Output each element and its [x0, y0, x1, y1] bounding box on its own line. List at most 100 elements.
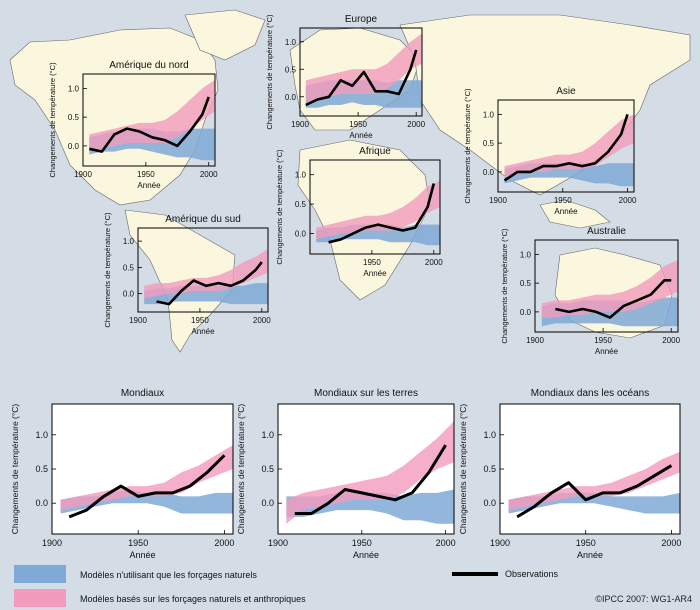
y-tick-label: 1.0: [68, 84, 80, 93]
y-tick-label: 0.5: [295, 200, 307, 209]
y-tick-label: 0.0: [295, 229, 307, 238]
x-tick-label: 2000: [407, 120, 425, 129]
panel-title: Afrique: [359, 146, 391, 157]
x-tick-label: 1950: [594, 336, 612, 345]
copyright-credit: ©IPCC 2007: WG1-AR4: [595, 594, 692, 604]
y-axis-label: Changements de température (°C): [500, 228, 509, 344]
y-tick-label: 1.0: [520, 250, 532, 259]
panel-asie: 0.0 0.5 1.0 1900 1950 2000 Asie Année Changement…: [463, 86, 637, 216]
panel-title: Amérique du nord: [109, 60, 189, 71]
land-indonesia: [539, 199, 611, 229]
anthro-band: [316, 180, 440, 240]
y-axis-label: Changements de température (°C): [103, 212, 112, 328]
x-tick-label: 1900: [291, 120, 309, 129]
legend-natural-label: Modèles n'utilisant que les forçages nat…: [80, 570, 257, 580]
x-tick-label: 1900: [268, 538, 288, 548]
observations-line: [503, 113, 629, 182]
x-axis-label: Année: [577, 550, 603, 560]
chart-panels: 0.0 0.5 1.0 1900 1950 2000 Amérique du nord Ann…: [10, 14, 681, 560]
legend-natural-swatch: [14, 565, 66, 583]
panel-mondiaux: 0.0 0.5 1.0 1900 1950 2000 Mondiaux Année Change…: [10, 388, 234, 560]
plot-frame: [497, 99, 635, 193]
x-tick-label: 1950: [576, 538, 596, 548]
x-tick-label: 1900: [42, 538, 62, 548]
observations-line: [328, 183, 436, 244]
y-tick-label: 0.5: [35, 464, 48, 474]
y-axis-label: Changements de température (°C): [275, 149, 284, 265]
x-axis-label: Année: [137, 181, 161, 190]
y-axis-label: Changements de température (°C): [48, 62, 57, 178]
x-tick-label: 1900: [129, 316, 147, 325]
y-tick-label: 0.5: [285, 65, 297, 74]
x-tick-label: 2000: [425, 258, 443, 267]
panel-title: Mondiaux dans les océans: [531, 388, 649, 399]
legend-anthro-label: Modèles basés sur les forçages naturels …: [80, 594, 306, 604]
x-tick-label: 1950: [363, 258, 381, 267]
anthro-band: [541, 260, 678, 318]
x-axis-label: Année: [191, 327, 215, 336]
observations-line: [68, 454, 226, 519]
panel-title: Europe: [345, 14, 378, 25]
legend-observations-label: Observations: [505, 569, 559, 579]
y-tick-label: 0.5: [520, 279, 532, 288]
x-tick-label: 1900: [490, 538, 510, 548]
y-axis-label: Changements de température (°C): [458, 404, 468, 535]
anthro-band: [305, 33, 422, 103]
x-tick-label: 1950: [554, 196, 572, 205]
x-tick-label: 1950: [137, 170, 155, 179]
observations-line: [305, 49, 418, 107]
y-axis-label: Changements de température (°C): [10, 404, 20, 535]
y-axis-label: Changements de température (°C): [463, 88, 472, 204]
x-tick-label: 1900: [74, 170, 92, 179]
y-tick-label: 0.5: [483, 464, 496, 474]
legend-anthro-swatch: [14, 589, 66, 607]
panel-mondiaux-sur-les-terres: 0.0 0.5 1.0 1900 1950 2000 Mondiaux sur les te…: [236, 388, 456, 560]
observations-line: [89, 96, 210, 153]
x-tick-label: 2000: [253, 316, 271, 325]
panel-title: Amérique du sud: [165, 214, 241, 225]
panel-mondiaux-dans-les-oceans: 0.0 0.5 1.0 1900 1950 2000 Mondiaux dans les o…: [458, 388, 681, 560]
panel-title: Mondiaux: [121, 388, 164, 399]
anthro-band: [89, 79, 215, 152]
y-tick-label: 0.5: [261, 464, 274, 474]
x-tick-label: 2000: [214, 538, 234, 548]
y-tick-label: 0.0: [285, 93, 297, 102]
observations-line: [555, 278, 672, 319]
y-tick-label: 1.0: [483, 430, 496, 440]
plot-frame: [309, 159, 441, 255]
y-tick-label: 0.0: [68, 142, 80, 151]
panel-title: Mondiaux sur les terres: [314, 388, 418, 399]
y-tick-label: 0.5: [123, 263, 135, 272]
y-tick-label: 0.0: [520, 308, 532, 317]
x-tick-label: 2000: [619, 196, 637, 205]
y-tick-label: 1.0: [285, 38, 297, 47]
y-tick-label: 0.0: [483, 498, 496, 508]
panel-title: Australie: [587, 226, 626, 237]
x-tick-label: 1900: [489, 196, 507, 205]
plot-frame: [299, 27, 423, 117]
x-tick-label: 1900: [526, 336, 544, 345]
anthro-band: [508, 451, 680, 511]
x-tick-label: 2000: [436, 538, 456, 548]
x-axis-label: Année: [595, 347, 619, 356]
panel-afrique: 0.0 0.5 1.0 1950 2000 Afrique Année Changements…: [275, 146, 443, 278]
y-tick-label: 0.0: [123, 290, 135, 299]
plot-frame: [137, 227, 269, 313]
plot-frame: [534, 239, 679, 333]
x-axis-label: Année: [353, 550, 379, 560]
panel-australie: 0.0 0.5 1.0 1900 1950 2000 Australie Année Chang…: [500, 226, 681, 356]
y-tick-label: 1.0: [483, 110, 495, 119]
anthro-band: [60, 445, 233, 511]
panel-amerique-du-sud: 0.0 0.5 1.0 1900 1950 2000 Amérique du sud Anné…: [103, 212, 271, 336]
x-tick-label: 2000: [661, 538, 681, 548]
observations-line: [156, 261, 263, 306]
anthro-band: [504, 114, 634, 178]
x-axis-label: Année: [554, 207, 578, 216]
x-axis-label: Année: [363, 269, 387, 278]
panel-amerique-du-nord: 0.0 0.5 1.0 1900 1950 2000 Amérique du nord Ann…: [48, 60, 218, 190]
x-tick-label: 1950: [352, 538, 372, 548]
x-axis-label: Année: [129, 550, 155, 560]
land-greenland: [184, 9, 266, 61]
observations-line: [516, 464, 673, 519]
plot-frame: [82, 73, 216, 167]
